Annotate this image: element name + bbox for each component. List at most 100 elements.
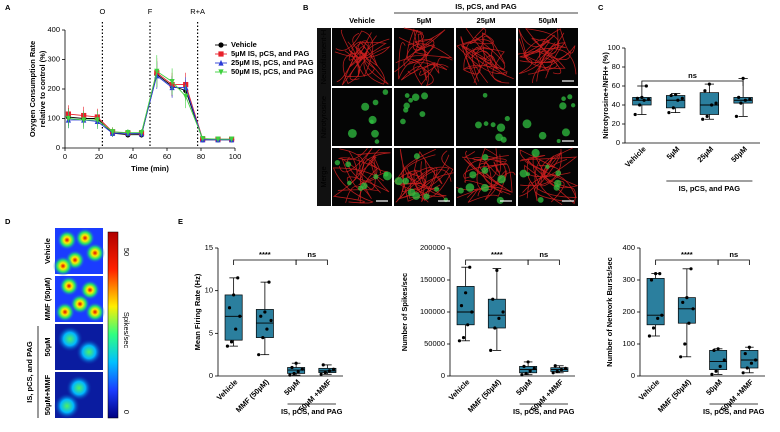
y-tick-label: 300	[622, 275, 635, 284]
cell	[457, 187, 464, 194]
y-tick-label: 20	[612, 119, 620, 128]
data-point	[528, 369, 532, 373]
legend-label: 25µM IS, pCS, and PAG	[231, 58, 314, 67]
data-point	[497, 316, 501, 320]
row-label: Neurofilament-H	[319, 30, 328, 85]
y-tick-label: 0	[631, 371, 635, 380]
y-tick-label: 200	[622, 307, 635, 316]
y-tick-label: 0	[616, 138, 620, 147]
neurite	[398, 42, 438, 80]
event-label: O	[99, 7, 105, 16]
cell	[407, 188, 416, 197]
y-tick-label: 100000	[420, 307, 445, 316]
cell	[408, 97, 413, 103]
neurite	[347, 155, 382, 190]
cell	[475, 121, 482, 129]
data-point	[734, 114, 739, 118]
data-point	[227, 306, 232, 310]
neurite	[395, 148, 452, 203]
data-point	[290, 365, 294, 370]
colorbar-tick: 0	[122, 410, 131, 414]
panel-letter: C	[598, 3, 604, 12]
data-point	[495, 268, 499, 272]
data-point	[749, 361, 754, 365]
y-tick-label: 5	[209, 328, 213, 337]
annotation: ns	[729, 250, 738, 259]
neurite	[461, 151, 507, 179]
data-point	[718, 364, 722, 368]
group-label: IS, pCS, and PAG	[25, 341, 34, 403]
cell	[434, 186, 440, 192]
data-point	[671, 106, 675, 110]
y-axis-label: Nitrotyrosine+/NFH+ (%)	[601, 52, 610, 139]
cell	[347, 128, 357, 138]
data-point	[635, 96, 640, 100]
neurite	[335, 29, 374, 78]
data-point	[532, 366, 536, 370]
row-label: Nitrotyrosine	[319, 96, 328, 138]
x-tick-label: 0	[63, 152, 67, 161]
data-point	[689, 267, 693, 271]
neurite	[341, 46, 366, 86]
heat-blob	[76, 339, 102, 365]
data-point	[739, 101, 743, 105]
colorbar-tick: 50	[122, 248, 131, 256]
cell	[403, 102, 410, 110]
y-tick-label: 100	[607, 43, 620, 52]
data-point	[651, 326, 656, 330]
cell	[411, 93, 420, 101]
heat-blob	[57, 326, 83, 352]
heat-blob	[59, 276, 79, 296]
box	[487, 298, 506, 329]
data-point	[669, 93, 673, 98]
data-point	[489, 348, 493, 352]
heat-blob	[85, 302, 105, 322]
legend-label: 5µM IS, pCS, and PAG	[231, 49, 310, 58]
data-point	[238, 314, 242, 318]
box	[677, 297, 696, 324]
heat-blob	[70, 294, 90, 314]
cell	[373, 174, 379, 180]
x-tick-label: 25µM	[695, 144, 715, 164]
data-point	[457, 339, 462, 343]
data-point	[741, 76, 745, 80]
cell	[382, 171, 392, 181]
neurite	[337, 157, 381, 194]
event-label: F	[148, 7, 153, 16]
neurite	[464, 158, 511, 195]
data-point	[323, 370, 327, 375]
cell	[555, 170, 562, 177]
marker	[169, 79, 175, 85]
legend-label: 50µM IS, pCS, and PAG	[231, 67, 314, 76]
marker	[125, 130, 131, 136]
cell	[561, 128, 570, 137]
bracket	[527, 259, 560, 265]
neurite	[421, 150, 454, 198]
y-tick-label: 40	[612, 100, 620, 109]
cell	[519, 169, 528, 178]
panel-letter: B	[303, 3, 309, 12]
y-tick-label: 0	[441, 371, 445, 380]
row-label: Vehicle	[43, 238, 52, 264]
data-point	[461, 336, 466, 340]
data-point	[649, 278, 654, 282]
data-point	[745, 366, 749, 370]
data-point	[658, 272, 662, 276]
cell	[537, 196, 544, 203]
y-tick-label: 200000	[420, 243, 445, 252]
y-tick-label: 150000	[420, 275, 445, 284]
neurite	[462, 45, 498, 84]
panel-letter: A	[5, 3, 11, 12]
data-point	[741, 371, 745, 375]
cell	[421, 92, 429, 100]
data-point	[654, 272, 658, 276]
column-label: 5µM	[417, 16, 432, 25]
data-point	[644, 84, 648, 88]
cell	[480, 183, 489, 192]
x-tick-label: 60	[163, 152, 171, 161]
data-point	[236, 276, 240, 280]
neurite	[460, 36, 489, 83]
box	[646, 278, 665, 326]
x-tick-label: Vehicle	[447, 377, 472, 402]
data-point	[642, 98, 646, 102]
